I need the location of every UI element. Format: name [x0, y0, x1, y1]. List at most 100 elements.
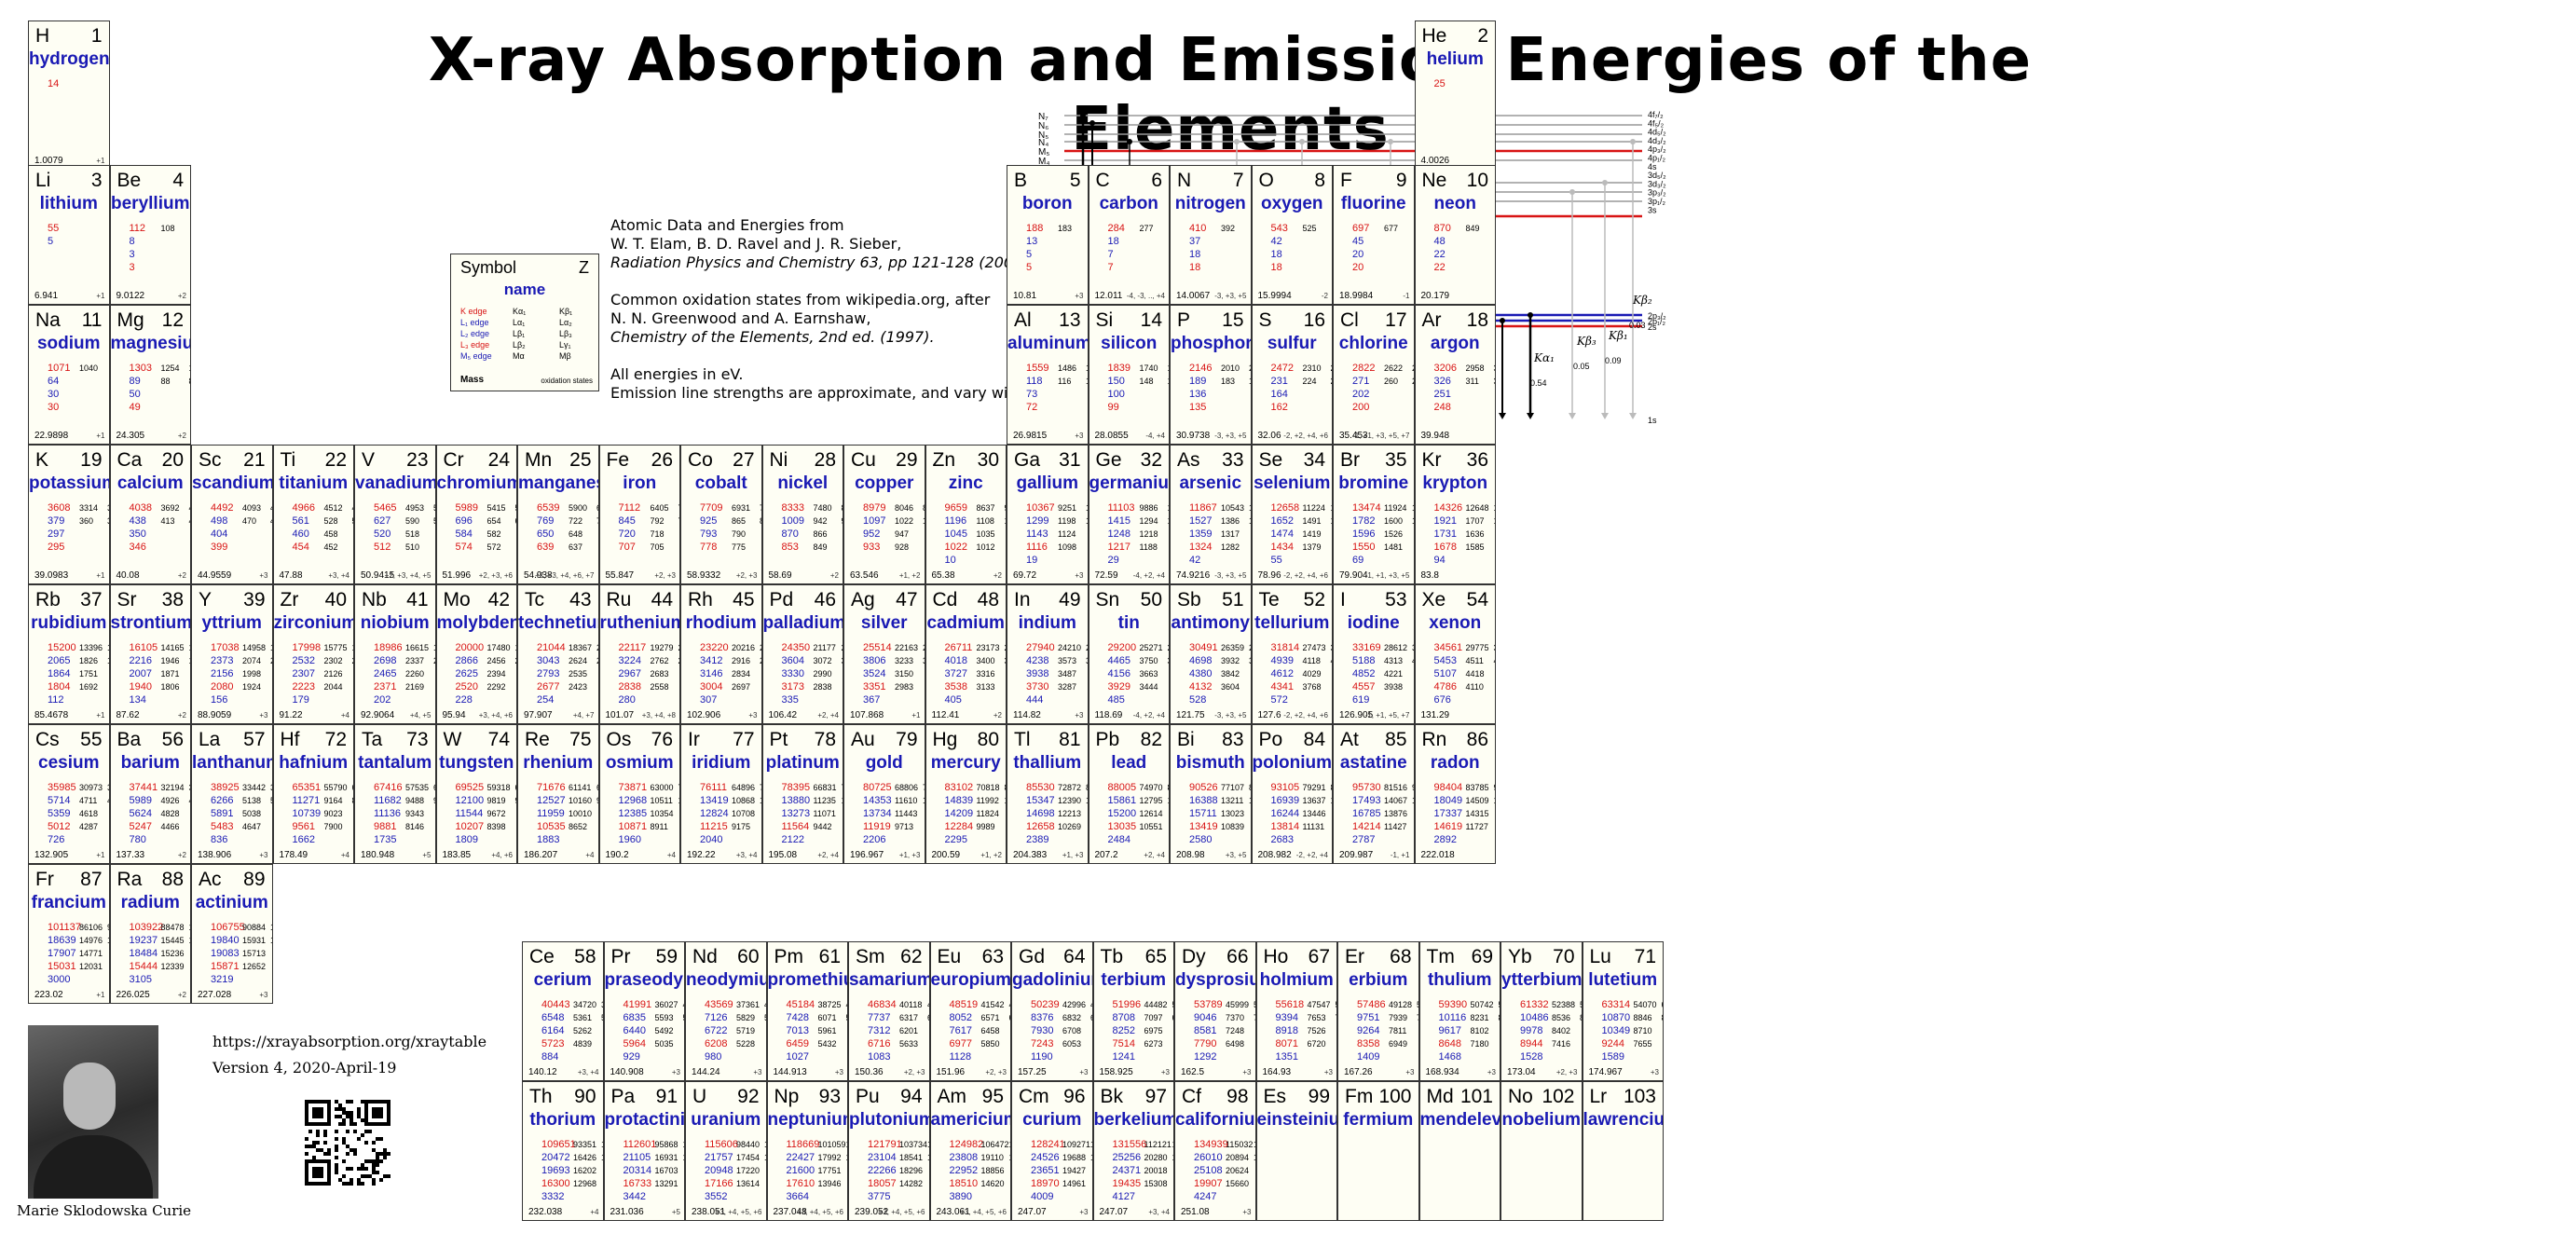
energy-row: 12527101609845: [537, 794, 598, 807]
emission-energy: [1466, 693, 1494, 706]
energy-row: 179981577517668: [293, 641, 354, 654]
energy-row: 1940 1806: [130, 680, 191, 693]
energy-values: 2794024210272754238357335353938348737303…: [1026, 641, 1088, 706]
energy-row: 836: [211, 833, 272, 846]
element-cell-germanium: Ge32germanium111039886109821415129412901…: [1088, 445, 1170, 584]
edge-energy: 1652: [1270, 515, 1294, 527]
emission-energy: [1494, 807, 1496, 820]
element-name: cerium: [533, 970, 592, 990]
edge-energy: 10: [944, 555, 956, 566]
element-symbol: Pm: [774, 946, 804, 967]
qr-module: [379, 1152, 383, 1156]
energy-row: 6440 5492: [623, 1024, 685, 1037]
element-symbol: Ar: [1421, 309, 1442, 331]
emission-energy: 115032: [1226, 1140, 1254, 1149]
emission-energy: [1662, 1050, 1664, 1063]
emission-energy: 13023: [1221, 809, 1245, 818]
element-cell-tantalum: Ta73tantalum6741657535652221168294889213…: [354, 724, 436, 864]
energy-row: 3105: [130, 973, 191, 986]
atomic-number: 86: [1466, 729, 1488, 750]
edge-energy: 41991: [623, 999, 652, 1010]
emission-energy: 22724: [760, 641, 761, 654]
emission-energy: 45414: [927, 998, 929, 1011]
energy-row: 1528: [1520, 1050, 1582, 1063]
edge-energy: 3664: [786, 1191, 809, 1202]
atomic-number: 100: [1378, 1086, 1412, 1107]
emission-energy: 15660: [1226, 1179, 1250, 1188]
energy-row: 118116116: [1026, 375, 1088, 388]
emission-energy: [981, 1050, 1009, 1063]
emission-energy: 11610: [895, 796, 918, 805]
energy-row: 45: [1352, 235, 1414, 248]
website-link[interactable]: https://xrayabsorption.org/xraytable: [212, 1033, 487, 1050]
energy-row: 5107 4418: [1434, 667, 1496, 680]
element-symbol: Y: [199, 589, 212, 610]
element-cell-aluminum: Al13aluminum155914861557118116116737226.…: [1007, 305, 1089, 445]
edge-energy: 11103: [1107, 502, 1135, 514]
energy-row: 2122: [782, 833, 843, 846]
energy-row: 898888: [130, 375, 191, 388]
energy-row: 30: [48, 388, 109, 401]
atomic-mass: 118.69: [1094, 710, 1123, 720]
atomic-number: 34: [1303, 449, 1325, 471]
qr-code[interactable]: [305, 1100, 391, 1186]
element-cell-arsenic: As33arsenic11867105431172615271386138113…: [1170, 445, 1252, 584]
emission-energy: [1494, 528, 1496, 541]
emission-energy: 21177: [813, 643, 836, 652]
emission-energy: [895, 833, 923, 846]
atomic-number: 76: [651, 729, 673, 750]
edge-energy: 4238: [1026, 655, 1049, 666]
emission-energy: [1058, 554, 1086, 567]
energy-row: 200: [1352, 401, 1414, 414]
oxidation-states: +3: [1242, 1208, 1252, 1216]
element-name: protactinium: [604, 1110, 685, 1130]
emission-energy: 866: [813, 529, 828, 539]
energy-row: 11260195868108427: [623, 1138, 685, 1151]
element-symbol: Nd: [692, 946, 718, 967]
emission-energy: 29775: [1465, 643, 1489, 652]
atomic-number: 17: [1385, 309, 1407, 331]
energy-row: 1116 1098: [1026, 541, 1088, 554]
emission-energy: 4013: [189, 501, 191, 514]
energy-values: 1067559088410284619840159311518419083157…: [211, 921, 272, 986]
emission-energy: 3604: [1221, 682, 1240, 692]
emission-energy: [242, 833, 270, 846]
element-cell-bromine: Br35bromine13474119241329217821600159315…: [1333, 445, 1415, 584]
edge-energy: 1128: [949, 1051, 972, 1063]
emission-energy: 15931: [242, 936, 267, 945]
emission-energy: 8146: [405, 822, 425, 831]
edge-energy: 17493: [1352, 795, 1381, 806]
energy-values: 2211719279216563224276227412967268328382…: [619, 641, 680, 706]
energy-row: 5964 5035: [623, 1037, 685, 1050]
atomic-number: 43: [569, 589, 592, 610]
qr-module: [372, 1182, 376, 1186]
emission-energy: 183: [1221, 377, 1236, 386]
energy-row: 206518261816: [48, 654, 109, 667]
energy-values: 4683440118454147737631761967312620167165…: [868, 998, 929, 1063]
emission-energy: 4257: [1412, 654, 1414, 667]
element-name: zirconium: [273, 613, 354, 633]
emission-energy: 1998: [242, 669, 262, 679]
energy-row: 4009: [1031, 1190, 1092, 1203]
atomic-mass: 208.982: [1257, 850, 1292, 860]
energy-row: 304326242595: [537, 654, 598, 667]
atomic-mass: 63.546: [850, 570, 879, 581]
energy-row: 18: [1108, 235, 1170, 248]
element-symbol: K: [35, 449, 49, 471]
energy-row: 1027: [787, 1050, 848, 1063]
energy-row: 6722 5719: [705, 1024, 766, 1037]
emission-energy: 6832: [1062, 1013, 1082, 1022]
emission-energy: 18069: [1009, 1151, 1011, 1164]
atomic-number: 93: [818, 1086, 841, 1107]
element-name: erbium: [1349, 970, 1408, 990]
oxidation-states: +1: [96, 432, 105, 440]
energy-row: 3442: [623, 1190, 685, 1203]
emission-energy: 18296: [899, 1166, 924, 1175]
edge-energy: 2793: [537, 668, 560, 679]
energy-row: 204721642615642: [541, 1151, 603, 1164]
element-symbol: Os: [606, 729, 632, 750]
edge-energy: 5891: [211, 808, 234, 819]
emission-energy: 108: [160, 224, 175, 233]
edge-energy: 27940: [1026, 642, 1055, 653]
edge-energy: 37: [1189, 236, 1201, 247]
